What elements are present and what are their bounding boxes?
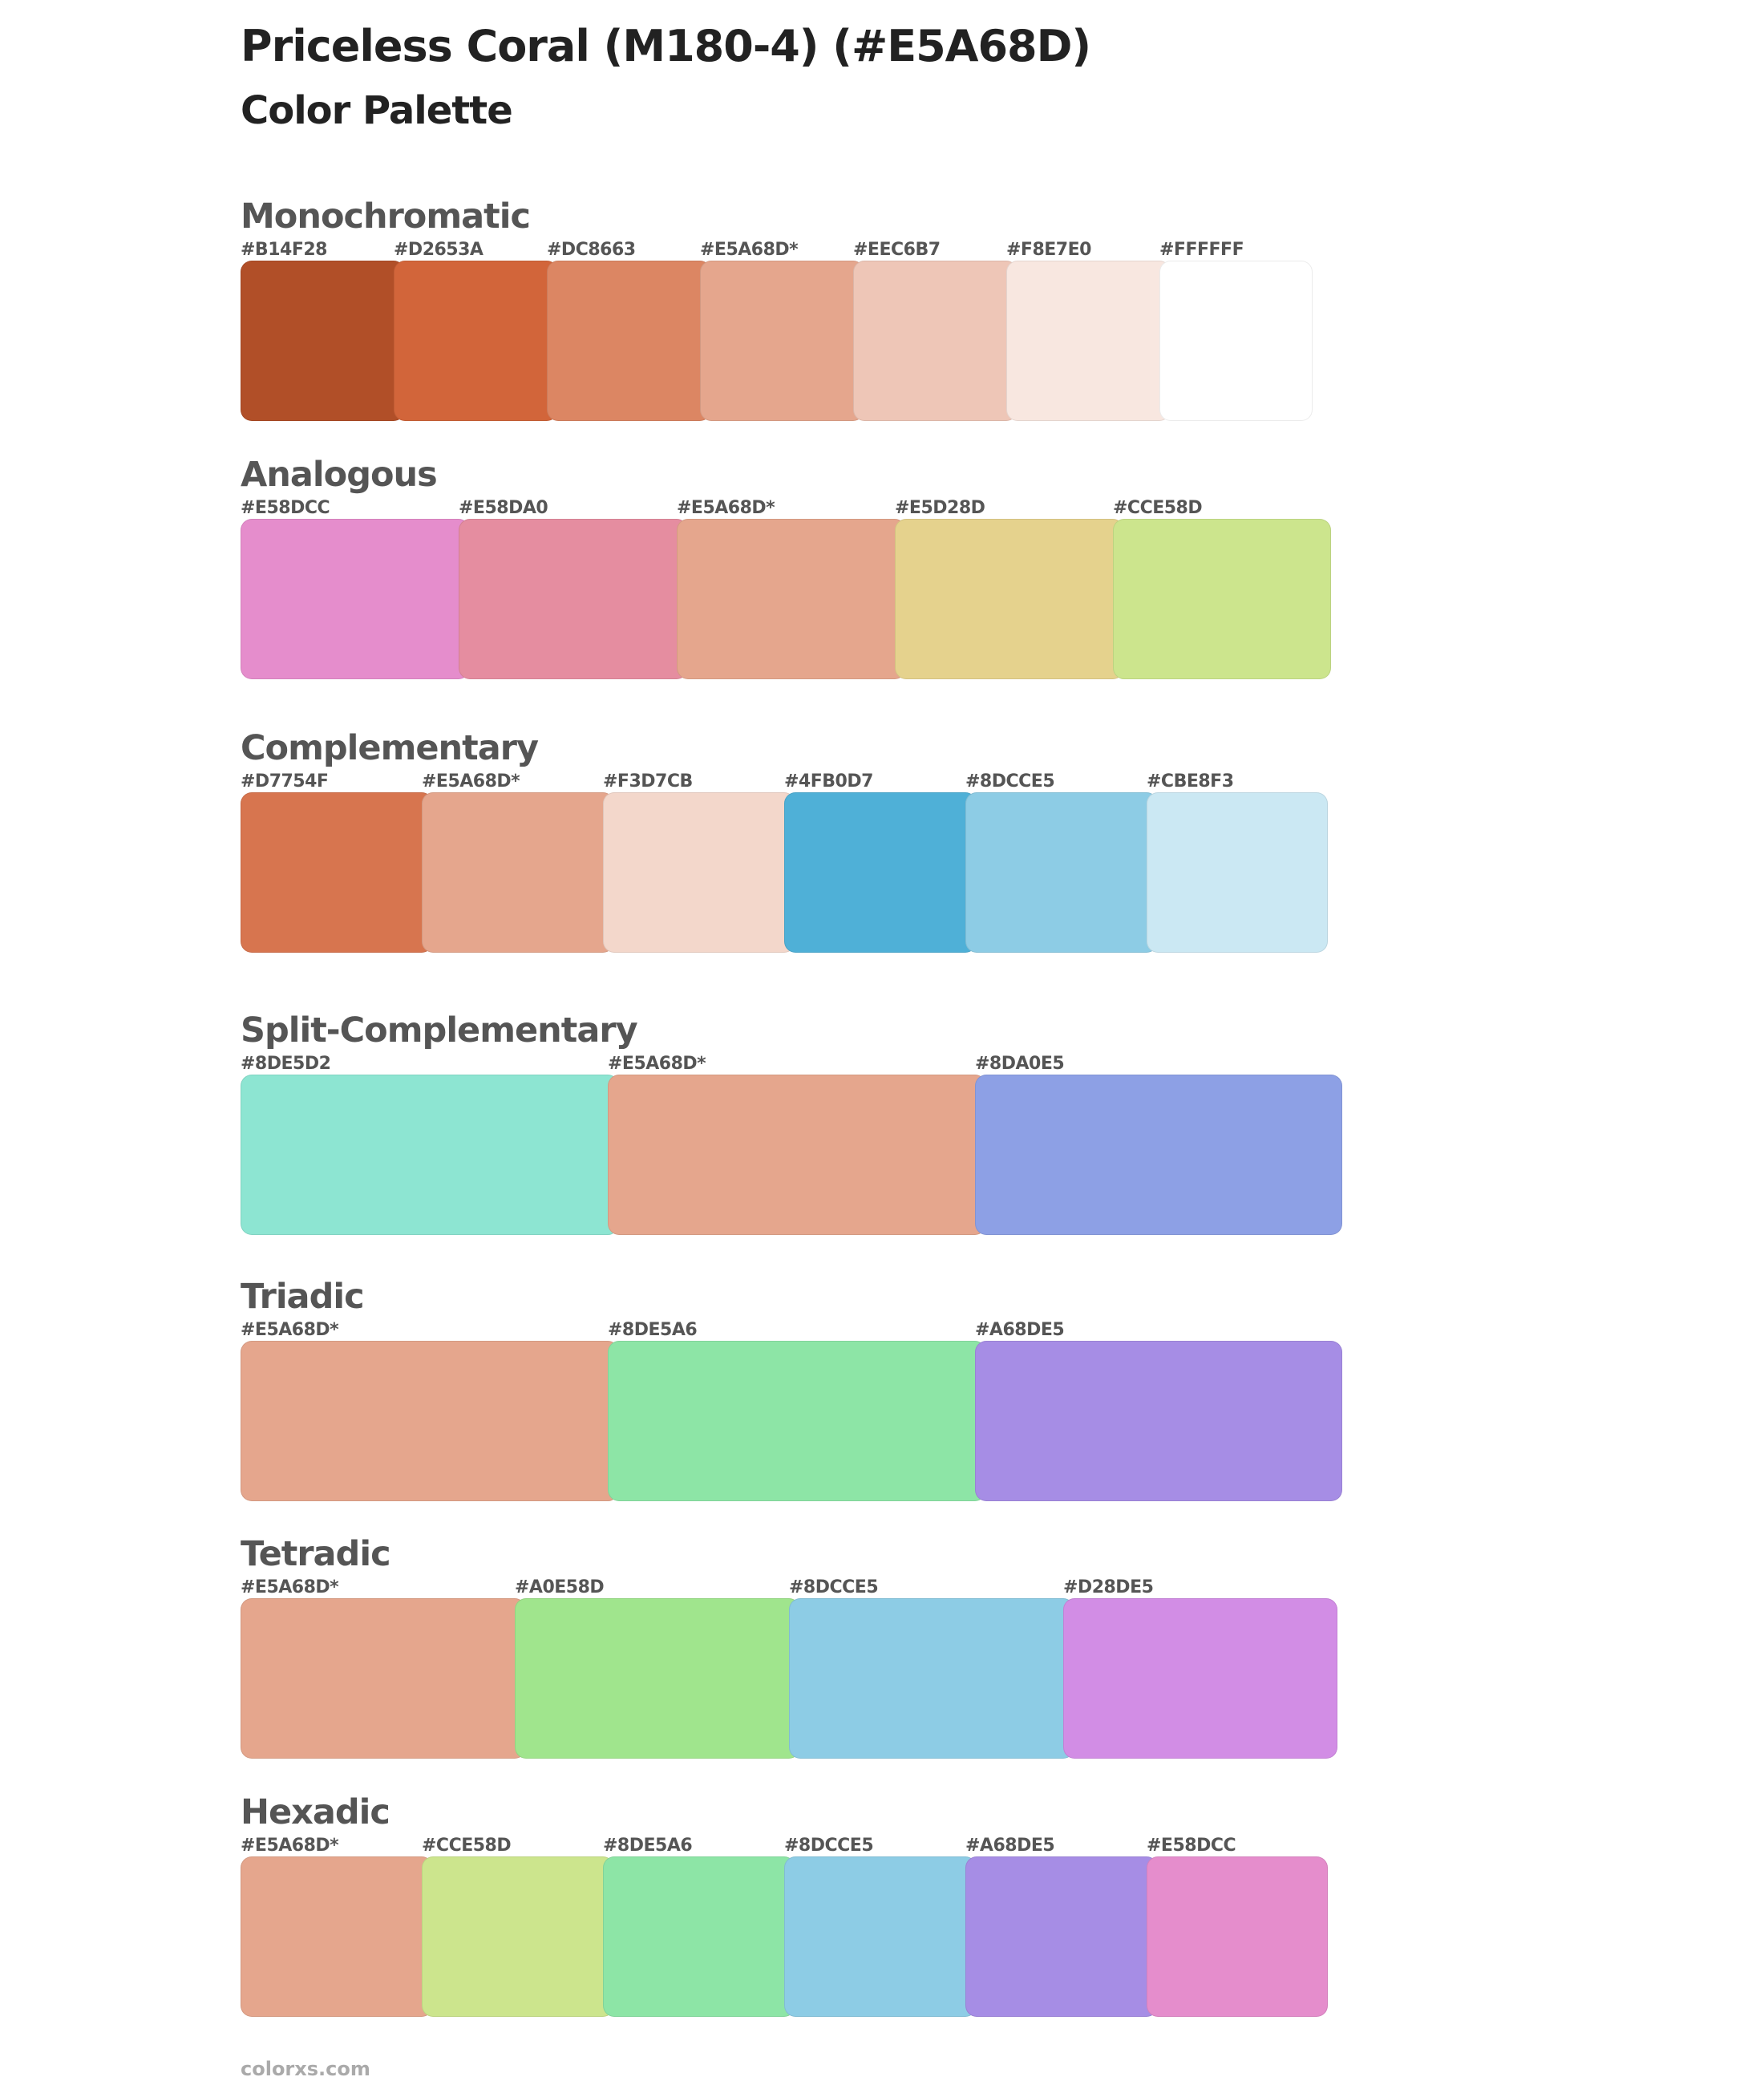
color-swatch[interactable] [784, 1856, 977, 2017]
swatch-hex-label: #E5D28D [895, 498, 985, 518]
page-subtitle: Color Palette [241, 88, 513, 133]
swatch-hex-label: #E5A68D* [700, 240, 799, 260]
swatch-hex-label: #DC8663 [547, 240, 636, 260]
page-title: Priceless Coral (M180-4) (#E5A68D) [241, 21, 1091, 71]
color-swatch[interactable] [241, 1856, 433, 2017]
site-credit[interactable]: colorxs.com [241, 2058, 370, 2080]
color-swatch[interactable] [1063, 1598, 1337, 1759]
swatch-hex-label: #8DA0E5 [975, 1054, 1065, 1074]
swatch-hex-label: #E58DCC [1147, 1836, 1236, 1856]
section-heading: Split-Complementary [241, 1010, 638, 1051]
color-swatch[interactable] [1147, 792, 1328, 953]
swatch-hex-label: #FFFFFF [1159, 240, 1244, 260]
color-swatch[interactable] [895, 519, 1124, 679]
section-heading: Hexadic [241, 1792, 390, 1832]
swatch-hex-label: #EEC6B7 [853, 240, 941, 260]
swatch-hex-label: #8DE5D2 [241, 1054, 331, 1074]
color-swatch[interactable] [459, 519, 688, 679]
swatch-hex-label: #8DCCE5 [784, 1836, 874, 1856]
swatch-hex-label: #CCE58D [1113, 498, 1203, 518]
swatch-hex-label: #E5A68D* [422, 771, 520, 791]
swatch-hex-label: #E5A68D* [241, 1320, 339, 1340]
color-swatch[interactable] [1147, 1856, 1328, 2017]
color-swatch[interactable] [241, 1598, 526, 1759]
swatch-hex-label: #F8E7E0 [1006, 240, 1091, 260]
color-swatch[interactable] [241, 519, 470, 679]
swatch-row: #B14F28 #D2653A #DC8663 #E5A68D* #EEC6B7 #F8E… [241, 240, 1313, 421]
swatch-hex-label: #D2653A [394, 240, 483, 260]
color-swatch[interactable] [603, 792, 795, 953]
color-swatch[interactable] [608, 1075, 986, 1235]
swatch-hex-label: #E5A68D* [677, 498, 775, 518]
color-swatch[interactable] [241, 1075, 619, 1235]
swatch-hex-label: #8DE5A6 [603, 1836, 693, 1856]
color-swatch[interactable] [700, 261, 864, 421]
color-swatch[interactable] [422, 1856, 614, 2017]
palette-section-monochromatic: Monochromatic #B14F28 #D2653A #DC8663 #E5A68… [241, 192, 1313, 421]
color-swatch[interactable] [515, 1598, 800, 1759]
color-swatch[interactable] [975, 1075, 1342, 1235]
color-swatch[interactable] [1159, 261, 1313, 421]
color-swatch[interactable] [677, 519, 906, 679]
color-swatch[interactable] [241, 261, 405, 421]
section-heading: Monochromatic [241, 196, 531, 237]
swatch-row: #8DE5D2 #E5A68D* #8DA0E5 [241, 1054, 1342, 1235]
color-swatch[interactable] [1113, 519, 1331, 679]
palette-section-hexadic: Hexadic #E5A68D* #CCE58D #8DE5A6 #8DCCE5 #A68… [241, 1788, 1328, 2017]
color-swatch[interactable] [853, 261, 1018, 421]
color-swatch[interactable] [965, 1856, 1158, 2017]
swatch-hex-label: #E5A68D* [241, 1836, 339, 1856]
palette-section-triadic: Triadic #E5A68D* #8DE5A6 #A68DE5 [241, 1273, 1342, 1501]
swatch-row: #E58DCC #E58DA0 #E5A68D* #E5D28D #CCE58D [241, 498, 1331, 679]
swatch-hex-label: #D7754F [241, 771, 329, 791]
swatch-hex-label: #E58DA0 [459, 498, 548, 518]
color-swatch[interactable] [608, 1341, 986, 1501]
palette-section-split-complementary: Split-Complementary #8DE5D2 #E5A68D* #8DA0E… [241, 1006, 1342, 1235]
swatch-hex-label: #8DE5A6 [608, 1320, 698, 1340]
section-heading: Analogous [241, 455, 438, 495]
section-heading: Tetradic [241, 1534, 391, 1574]
swatch-hex-label: #D28DE5 [1063, 1577, 1154, 1597]
swatch-hex-label: #CBE8F3 [1147, 771, 1234, 791]
color-swatch[interactable] [603, 1856, 795, 2017]
color-swatch[interactable] [1006, 261, 1171, 421]
swatch-hex-label: #E5A68D* [608, 1054, 706, 1074]
palette-section-analogous: Analogous #E58DCC #E58DA0 #E5A68D* #E5D28D #C… [241, 451, 1331, 679]
palette-section-tetradic: Tetradic #E5A68D* #A0E58D #8DCCE5 #D28DE5 [241, 1530, 1337, 1759]
swatch-row: #D7754F #E5A68D* #F3D7CB #4FB0D7 #8DCCE5 #CBE… [241, 771, 1328, 953]
swatch-hex-label: #A0E58D [515, 1577, 605, 1597]
swatch-row: #E5A68D* #A0E58D #8DCCE5 #D28DE5 [241, 1577, 1337, 1759]
swatch-hex-label: #8DCCE5 [965, 771, 1055, 791]
swatch-hex-label: #E58DCC [241, 498, 330, 518]
swatch-row: #E5A68D* #CCE58D #8DE5A6 #8DCCE5 #A68DE5 #E58… [241, 1836, 1328, 2017]
swatch-hex-label: #B14F28 [241, 240, 327, 260]
palette-section-complementary: Complementary #D7754F #E5A68D* #F3D7CB #4FB0… [241, 724, 1328, 953]
color-swatch[interactable] [241, 1341, 619, 1501]
swatch-hex-label: #4FB0D7 [784, 771, 873, 791]
section-heading: Complementary [241, 728, 539, 768]
color-swatch[interactable] [789, 1598, 1074, 1759]
swatch-row: #E5A68D* #8DE5A6 #A68DE5 [241, 1320, 1342, 1501]
color-swatch[interactable] [965, 792, 1158, 953]
color-swatch[interactable] [241, 792, 433, 953]
color-swatch[interactable] [975, 1341, 1342, 1501]
swatch-hex-label: #F3D7CB [603, 771, 693, 791]
swatch-hex-label: #8DCCE5 [789, 1577, 879, 1597]
color-swatch[interactable] [547, 261, 711, 421]
section-heading: Triadic [241, 1277, 365, 1317]
color-swatch[interactable] [422, 792, 614, 953]
swatch-hex-label: #A68DE5 [965, 1836, 1055, 1856]
swatch-hex-label: #E5A68D* [241, 1577, 339, 1597]
swatch-hex-label: #CCE58D [422, 1836, 512, 1856]
color-swatch[interactable] [784, 792, 977, 953]
color-swatch[interactable] [394, 261, 558, 421]
swatch-hex-label: #A68DE5 [975, 1320, 1065, 1340]
